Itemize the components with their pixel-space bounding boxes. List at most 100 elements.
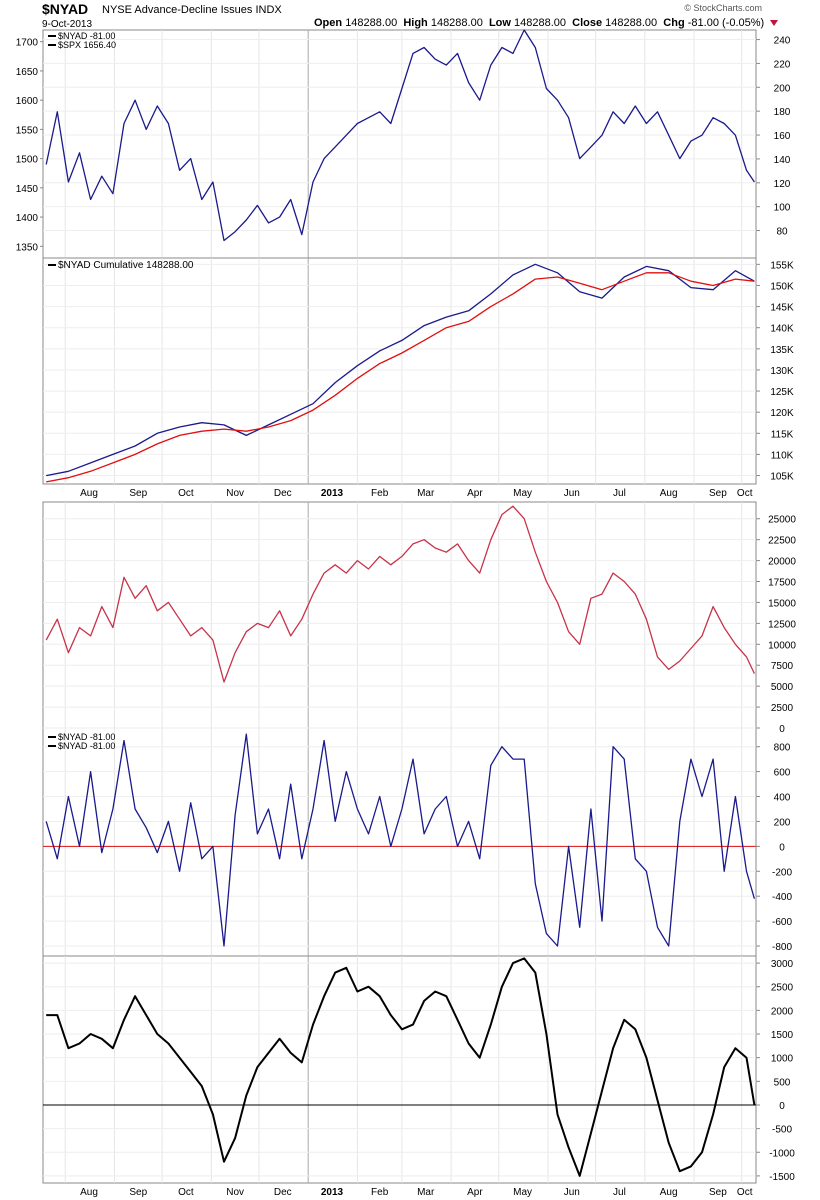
right-tick-label: 125K	[770, 387, 794, 398]
panel-frame	[42, 257, 757, 485]
right-tick-label: 110K	[771, 450, 794, 461]
left-tick-label: 1700	[16, 38, 39, 49]
x-tick-label: Sep	[129, 488, 147, 499]
open-value: 148288.00	[345, 17, 398, 29]
series-line-panel-5	[46, 957, 756, 1177]
right-tick-label: 25000	[768, 515, 796, 526]
left-tick-label: 1400	[16, 213, 39, 224]
x-tick-label: Aug	[660, 488, 678, 499]
x-tick-label: Feb	[371, 488, 389, 499]
x-tick-label: Apr	[467, 488, 483, 499]
x-tick-label: Nov	[226, 488, 244, 499]
right-tick-label: 22500	[768, 536, 796, 547]
x-tick-label: Dec	[274, 1187, 292, 1198]
right-tick-label: 500	[774, 1077, 791, 1088]
legend-label: $NYAD -81.00	[58, 31, 115, 41]
x-tick-label: Aug	[80, 1187, 98, 1198]
symbol-name: NYSE Advance-Decline Issues INDX	[102, 4, 282, 16]
right-tick-label: 150K	[770, 281, 794, 292]
legend-label: $NYAD Cumulative 148288.00	[58, 260, 194, 271]
x-tick-label: Sep	[129, 1187, 147, 1198]
right-tick-label: 1500	[771, 1030, 794, 1041]
x-tick-label: Feb	[371, 1187, 389, 1198]
right-tick-label: 180	[774, 107, 791, 118]
symbol-description: NYSE Advance-Decline Issues	[102, 4, 253, 16]
ohlc-readout: Open 148288.00 High 148288.00 Low 148288…	[314, 17, 779, 29]
right-tick-label: 12500	[768, 619, 796, 630]
change-label: Chg	[663, 17, 685, 29]
x-tick-label: Apr	[467, 1187, 483, 1198]
x-tick-label: Jul	[613, 1187, 626, 1198]
right-tick-label: 800	[774, 743, 791, 754]
panel-frame	[42, 727, 757, 957]
x-tick-label: 2013	[321, 1187, 344, 1198]
right-tick-label: 120	[774, 179, 791, 190]
right-tick-label: -500	[772, 1125, 792, 1136]
close-value: 148288.00	[605, 17, 658, 29]
right-tick-label: 2000	[771, 1006, 794, 1017]
right-tick-label: 115K	[771, 429, 794, 440]
panel-frame	[42, 955, 757, 1184]
right-tick-label: 200	[774, 83, 791, 94]
low-value: 148288.00	[514, 17, 567, 29]
right-tick-label: -800	[772, 942, 792, 953]
x-tick-label: May	[513, 1187, 532, 1198]
legend-label: $SPX 1656.40	[58, 40, 116, 50]
high-value: 148288.00	[430, 17, 483, 29]
left-tick-label: 1550	[16, 125, 39, 136]
right-tick-label: 145K	[770, 303, 794, 314]
x-tick-label: Aug	[660, 1187, 678, 1198]
x-tick-label: Oct	[178, 488, 194, 499]
series-line-nyad	[45, 29, 755, 242]
right-tick-label: 135K	[770, 345, 794, 356]
close-label: Close	[572, 17, 603, 29]
x-tick-label: Aug	[80, 488, 98, 499]
right-tick-label: 20000	[768, 557, 796, 568]
right-tick-label: 2500	[771, 983, 794, 994]
low-label: Low	[488, 17, 511, 29]
x-tick-label: Jun	[564, 1187, 580, 1198]
x-tick-label: 2013	[321, 488, 344, 499]
right-tick-label: 140K	[770, 324, 794, 335]
right-tick-label: 1000	[771, 1054, 794, 1065]
right-tick-label: 80	[776, 227, 788, 238]
legend-label: $NYAD -81.00	[58, 741, 115, 751]
chart-date: 9-Oct-2013	[42, 19, 93, 30]
series-line-nyad	[45, 733, 756, 947]
x-tick-label: Jun	[564, 488, 580, 499]
x-tick-label: Mar	[417, 488, 435, 499]
right-tick-label: 10000	[768, 640, 796, 651]
right-tick-label: 3000	[771, 959, 794, 970]
x-tick-label: Jul	[613, 488, 626, 499]
left-tick-label: 1350	[16, 242, 39, 253]
series-line-panel-3	[45, 505, 755, 683]
x-tick-label: Sep	[709, 1187, 727, 1198]
right-tick-label: 400	[774, 793, 791, 804]
right-tick-label: 0	[779, 1101, 785, 1112]
open-label: Open	[314, 17, 343, 29]
x-tick-label: Oct	[737, 1187, 753, 1198]
x-tick-label: Nov	[226, 1187, 244, 1198]
right-tick-label: 5000	[771, 682, 794, 693]
x-tick-label: Mar	[417, 1187, 435, 1198]
right-tick-label: -1500	[769, 1172, 795, 1183]
down-triangle-icon	[770, 20, 779, 27]
right-tick-label: 7500	[771, 661, 794, 672]
left-tick-label: 1650	[16, 67, 39, 78]
right-tick-label: -200	[772, 867, 792, 878]
right-tick-label: -400	[772, 892, 792, 903]
change-value: -81.00 (-0.05%)	[687, 17, 765, 29]
right-tick-label: 17500	[768, 578, 796, 589]
right-tick-label: 155K	[770, 260, 794, 271]
left-tick-label: 1600	[16, 96, 39, 107]
legend-label: $NYAD -81.00	[58, 732, 115, 742]
right-tick-label: 220	[774, 59, 791, 70]
panel-frame	[42, 501, 757, 729]
x-tick-label: May	[513, 488, 532, 499]
right-tick-label: -1000	[769, 1148, 795, 1159]
right-tick-label: 200	[774, 817, 791, 828]
series-line-nyad-cumulative	[46, 263, 755, 477]
x-tick-label: Oct	[178, 1187, 194, 1198]
x-tick-label: Oct	[737, 488, 753, 499]
